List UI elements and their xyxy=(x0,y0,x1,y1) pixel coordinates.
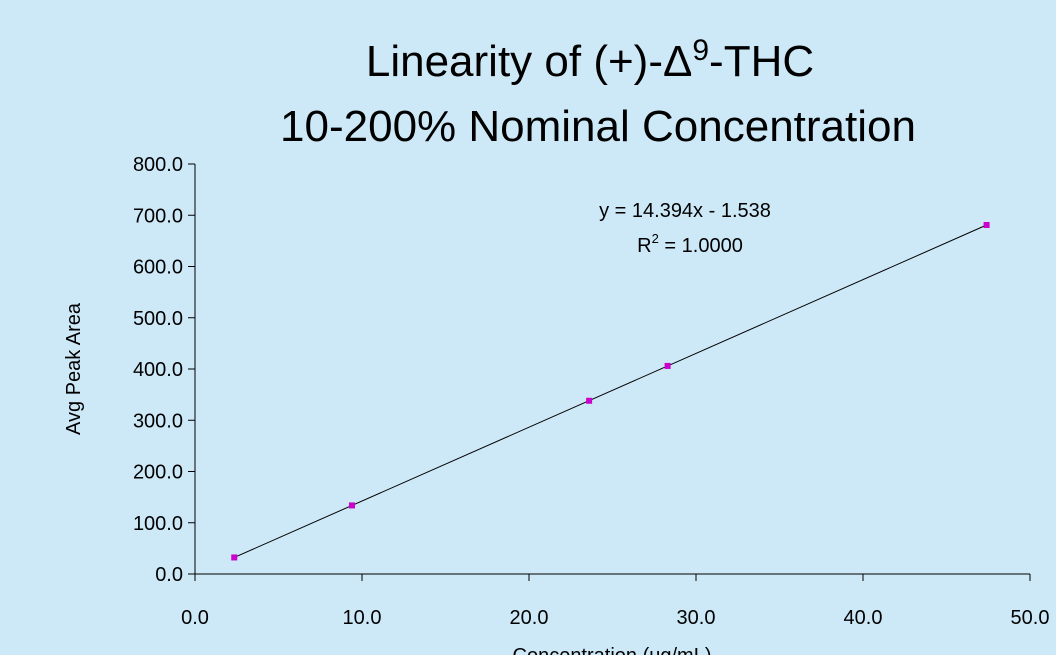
title-text: Linearity of (+)-Δ xyxy=(366,37,693,86)
data-point xyxy=(348,502,355,509)
y-tick-label: 500.0 xyxy=(133,308,183,330)
data-point xyxy=(231,554,238,561)
x-tick-label: 30.0 xyxy=(677,607,716,629)
data-point xyxy=(586,397,593,404)
equation: y = 14.394x - 1.538 xyxy=(599,200,771,222)
y-tick-label: 200.0 xyxy=(133,462,183,484)
title-text: -THC xyxy=(709,37,814,86)
x-tick-label: 50.0 xyxy=(1011,607,1050,629)
chart-title: Linearity of (+)-Δ9-THC xyxy=(366,34,814,86)
r-superscript: 2 xyxy=(652,231,659,246)
y-tick-label: 0.0 xyxy=(155,564,183,586)
y-tick-label: 300.0 xyxy=(133,410,183,432)
x-tick-label: 10.0 xyxy=(343,607,382,629)
x-tick-label: 20.0 xyxy=(510,607,549,629)
trendline xyxy=(234,224,987,558)
y-axis-label: Avg Peak Area xyxy=(63,302,85,435)
y-tick-label: 100.0 xyxy=(133,513,183,535)
r-squared: R2 = 1.0000 xyxy=(637,231,743,257)
y-tick-label: 600.0 xyxy=(133,257,183,279)
x-axis-label: Concentration (ug/mL) xyxy=(513,645,712,655)
data-point xyxy=(664,362,671,369)
y-tick-label: 700.0 xyxy=(133,205,183,227)
r-text: R xyxy=(637,235,651,257)
y-tick-label: 800.0 xyxy=(133,154,183,176)
x-tick-label: 0.0 xyxy=(181,607,209,629)
data-point xyxy=(983,221,990,228)
x-tick-label: 40.0 xyxy=(844,607,883,629)
title-superscript: 9 xyxy=(692,34,709,67)
chart-subtitle: 10-200% Nominal Concentration xyxy=(280,102,916,151)
y-tick-label: 400.0 xyxy=(133,359,183,381)
r-text: = 1.0000 xyxy=(659,235,743,257)
